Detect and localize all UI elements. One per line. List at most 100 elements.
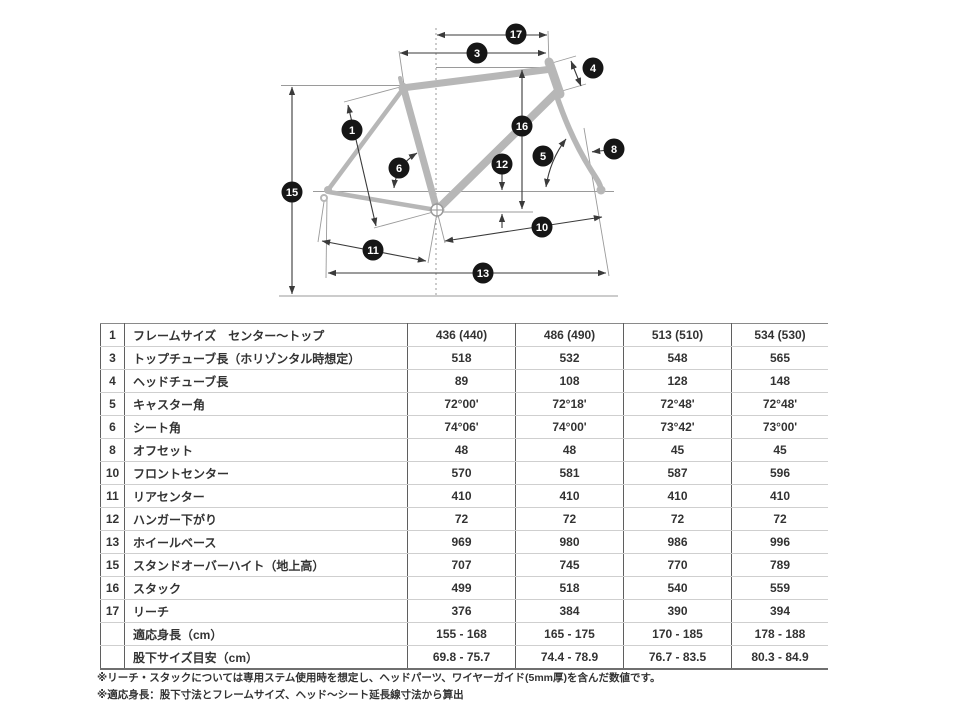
- row-number: 3: [100, 346, 125, 370]
- row-label: リアセンター: [124, 484, 408, 508]
- row-number: 10: [100, 461, 125, 485]
- table-row: 16 スタック 499 518 540 559: [100, 576, 828, 600]
- callout-5: 5: [532, 145, 554, 167]
- callout-4: 4: [582, 57, 604, 79]
- row-label: オフセット: [124, 438, 408, 462]
- row-number: 1: [100, 323, 125, 347]
- footnote-height-fit: ※適応身長：股下寸法とフレームサイズ、ヘッド〜シート延長線寸法から算出: [97, 688, 464, 701]
- table-row: 股下サイズ目安（cm） 69.8 - 75.7 74.4 - 78.9 76.7 - …: [100, 645, 829, 669]
- row-label: スタック: [124, 576, 408, 600]
- front-dropout: [596, 185, 606, 195]
- value-size1: 436 (440): [407, 323, 516, 347]
- value-size1: 74°06': [407, 415, 516, 439]
- row-label: キャスター角: [124, 392, 408, 416]
- value-size2: 980: [515, 530, 624, 554]
- value-size4: 148: [731, 369, 828, 393]
- value-size1: 518: [407, 346, 516, 370]
- callout-3: 3: [466, 42, 488, 64]
- table-row: 5 キャスター角 72°00' 72°18' 72°48' 72°48': [100, 392, 828, 416]
- value-size4: 178 - 188: [731, 622, 828, 646]
- table-row: 6 シート角 74°06' 74°00' 73°42' 73°00': [100, 415, 828, 439]
- value-size4: 72: [731, 507, 828, 531]
- table-row: 4 ヘッドチューブ長 89 108 128 148: [100, 369, 828, 393]
- reference-lines: [279, 28, 618, 297]
- value-size2: 48: [515, 438, 624, 462]
- callout-16: 16: [511, 115, 533, 137]
- row-label: フロントセンター: [124, 461, 408, 485]
- value-size3: 76.7 - 83.5: [623, 645, 732, 669]
- table-row: 11 リアセンター 410 410 410 410: [100, 484, 828, 508]
- value-size2: 745: [515, 553, 624, 577]
- svg-text:4: 4: [590, 63, 597, 75]
- row-number: 5: [100, 392, 125, 416]
- svg-text:6: 6: [396, 163, 402, 175]
- value-size2: 486 (490): [515, 323, 624, 347]
- value-size3: 548: [623, 346, 732, 370]
- value-size2: 108: [515, 369, 624, 393]
- value-size3: 170 - 185: [623, 622, 732, 646]
- value-size3: 72°48': [623, 392, 732, 416]
- row-number: 16: [100, 576, 125, 600]
- value-size4: 80.3 - 84.9: [751, 650, 809, 664]
- fork: [553, 91, 604, 192]
- bicycle-frame: [320, 57, 606, 218]
- value-size2: 581: [515, 461, 624, 485]
- row-number: [100, 622, 125, 646]
- svg-text:8: 8: [611, 144, 617, 156]
- callout-17: 17: [505, 23, 527, 45]
- rear-dropout: [324, 186, 332, 194]
- value-size1: 155 - 168: [407, 622, 516, 646]
- value-size3: 72: [623, 507, 732, 531]
- geometry-table-body: 1 フレームサイズ センター〜トップ 436 (440) 486 (490) 513 (…: [100, 323, 829, 669]
- svg-text:1: 1: [349, 125, 355, 137]
- value-size4: 789: [731, 553, 828, 577]
- value-size1: 72: [407, 507, 516, 531]
- value-size3: 986: [623, 530, 732, 554]
- table-row: 1 フレームサイズ センター〜トップ 436 (440) 486 (490) 513 (…: [100, 323, 828, 347]
- frame-geometry-diagram: 1 3 4 5 6 8 10 11 12 13 15 16 17: [279, 23, 625, 297]
- table-row: 12 ハンガー下がり 72 72 72 72: [100, 507, 828, 531]
- value-size4: 534 (530): [731, 323, 828, 347]
- value-size3: 540: [623, 576, 732, 600]
- row-label: スタンドオーバーハイト（地上高）: [124, 553, 408, 577]
- value-size2: 74°00': [515, 415, 624, 439]
- row-number: 6: [100, 415, 125, 439]
- value-size4: 73°00': [731, 415, 828, 439]
- row-label: ホイールベース: [124, 530, 408, 554]
- row-label: 適応身長（cm）: [124, 622, 408, 646]
- chain-stay: [326, 189, 439, 213]
- row-label: シート角: [124, 415, 408, 439]
- value-size2: 532: [515, 346, 624, 370]
- value-size1: 376: [407, 599, 516, 623]
- value-size3: 73°42': [623, 415, 732, 439]
- table-row: 10 フロントセンター 570 581 587 596: [100, 461, 828, 485]
- value-size1: 969: [407, 530, 516, 554]
- value-size3: 587: [623, 461, 732, 485]
- value-size3: 45: [623, 438, 732, 462]
- top-tube: [398, 65, 556, 92]
- value-size1: 499: [407, 576, 516, 600]
- callout-15: 15: [281, 181, 303, 203]
- table-row: 15 スタンドオーバーハイト（地上高） 707 745 770 789: [100, 553, 828, 577]
- table-row: 3 トップチューブ長（ホリゾンタル時想定） 518 532 548 565: [100, 346, 828, 370]
- value-size4: 72°48': [731, 392, 828, 416]
- row-number: 13: [100, 530, 125, 554]
- geometry-table: 1 フレームサイズ センター〜トップ 436 (440) 486 (490) 513 (…: [100, 323, 828, 670]
- table-row: 13 ホイールベース 969 980 986 996: [100, 530, 828, 554]
- callout-13: 13: [472, 262, 494, 284]
- row-number: 4: [100, 369, 125, 393]
- value-size2: 72°18': [515, 392, 624, 416]
- svg-text:13: 13: [477, 268, 489, 280]
- value-size1: 48: [407, 438, 516, 462]
- callout-6: 6: [388, 157, 410, 179]
- row-label: トップチューブ長（ホリゾンタル時想定）: [124, 346, 408, 370]
- svg-text:3: 3: [474, 48, 480, 60]
- value-size1: 410: [407, 484, 516, 508]
- row-label: フレームサイズ センター〜トップ: [124, 323, 408, 347]
- value-size1: 89: [407, 369, 516, 393]
- value-size4: 565: [731, 346, 828, 370]
- value-size1: 72°00': [407, 392, 516, 416]
- table-row: 適応身長（cm） 155 - 168 165 - 175 170 - 185 178 -…: [100, 622, 828, 646]
- seat-tube: [399, 82, 441, 214]
- value-size2: 165 - 175: [515, 622, 624, 646]
